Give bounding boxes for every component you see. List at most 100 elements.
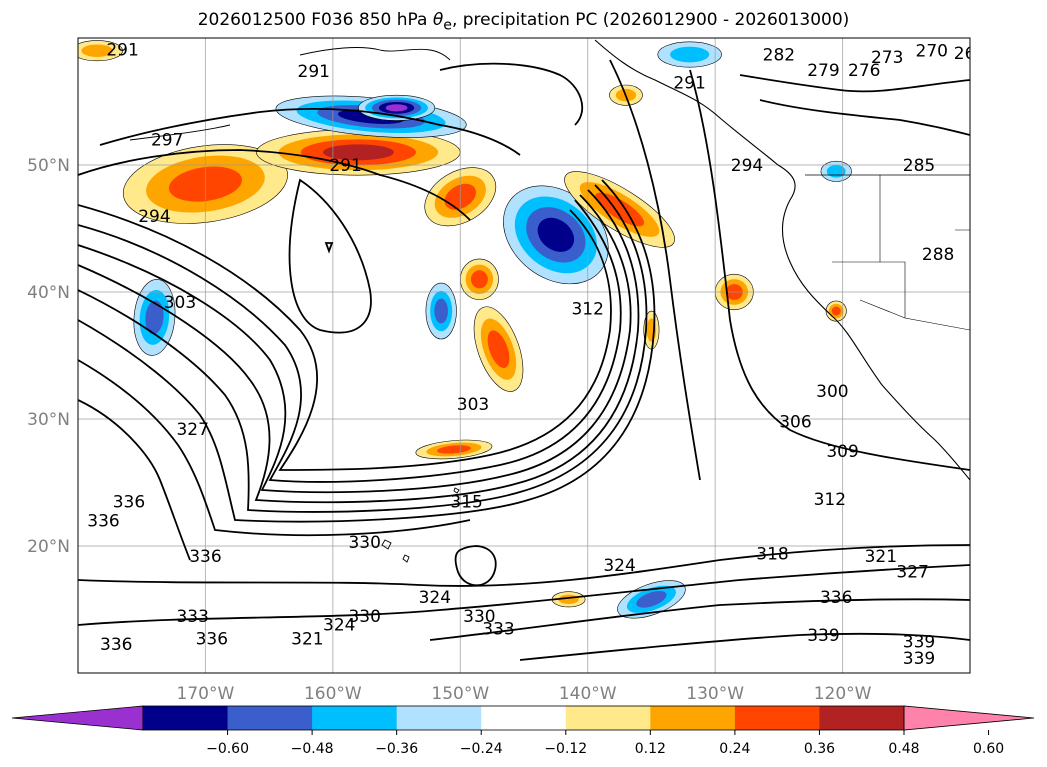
contour-line <box>78 149 471 221</box>
contour-label: 294 <box>731 156 763 176</box>
contour-label: 291 <box>673 73 705 93</box>
colorbar-tick-label: 0.12 <box>635 741 666 757</box>
colorbar-segment <box>312 706 398 730</box>
colorbar-frame <box>142 705 905 731</box>
precip-anomaly-blob <box>657 41 722 68</box>
contour-line <box>99 107 521 156</box>
contour-label: 273 <box>871 48 903 68</box>
contour-label: 327 <box>176 420 208 440</box>
contour-line <box>78 179 656 523</box>
state-borders <box>832 175 970 331</box>
colorbar-tick-label: −0.12 <box>544 741 587 757</box>
contour-label: 267 <box>954 44 986 64</box>
contour-label: 276 <box>848 61 880 81</box>
theta-e-contours <box>78 59 970 661</box>
contour-label: 327 <box>896 562 928 582</box>
contour-label: 336 <box>113 493 145 513</box>
contour-line <box>429 598 970 641</box>
precip-band <box>81 44 113 57</box>
hawaii-island-outline <box>381 487 460 563</box>
contour-line <box>78 544 970 587</box>
contour-label: 303 <box>164 293 196 313</box>
colorbar-extend-low <box>11 705 144 731</box>
contour-label: 270 <box>916 42 948 62</box>
precip-anomaly-blob <box>133 279 176 356</box>
precip-anomaly-blob <box>825 300 847 322</box>
precip-anomaly-blob <box>564 171 675 248</box>
colorbar-tick-label: −0.24 <box>460 741 503 757</box>
contour-label: 339 <box>903 649 935 669</box>
contour-label: 324 <box>419 588 451 608</box>
precip-anomaly-blob <box>551 591 586 608</box>
contour-label: 330 <box>348 533 380 553</box>
contour-label: 291 <box>329 156 361 176</box>
contour-label: 291 <box>298 62 330 82</box>
contour-label: 294 <box>138 207 170 227</box>
contour-label: 315 <box>450 493 482 513</box>
contour-label: 321 <box>865 547 897 567</box>
colorbar-segment <box>650 706 736 730</box>
contour-label: 312 <box>571 300 603 320</box>
colorbar-segment <box>481 706 567 730</box>
contour-label: 336 <box>189 547 221 567</box>
precip-band <box>385 104 408 112</box>
contour-label: 282 <box>763 46 795 66</box>
precip-band <box>322 144 394 161</box>
contour-line <box>759 99 970 136</box>
contour-label: 291 <box>106 40 138 60</box>
colorbar-tick-label: −0.48 <box>291 741 334 757</box>
colorbar: −0.60 −0.48 −0.36 −0.24 −0.12 0.12 0.24 0.36 0.4… <box>11 705 1035 757</box>
colorbar-tick-label: −0.60 <box>206 741 249 757</box>
colorbar-tick-label: 0.24 <box>719 741 750 757</box>
colorbar-tick-label: 0.36 <box>804 741 835 757</box>
contour-line <box>739 74 970 93</box>
contour-label: 336 <box>87 512 119 532</box>
precip-band <box>537 217 575 252</box>
contour-label: 336 <box>100 635 132 655</box>
precip-anomaly-blob <box>425 282 457 340</box>
contour-label: 330 <box>348 607 380 627</box>
precip-band <box>436 445 471 454</box>
contour-line <box>78 564 970 626</box>
contour-label: 297 <box>151 131 183 151</box>
lat-tick-label: 30°N <box>27 410 70 430</box>
contour-line <box>324 242 334 254</box>
contour-line <box>454 545 497 587</box>
lon-tick-label: 130°W <box>686 684 744 704</box>
precip-anomaly-blob <box>78 40 123 62</box>
colorbar-segment <box>143 706 229 730</box>
lat-tick-label: 50°N <box>27 156 70 176</box>
contour-line <box>78 399 191 561</box>
lat-tick-label: 20°N <box>27 537 70 557</box>
contour-line <box>78 199 622 483</box>
contour-label: 288 <box>922 245 954 265</box>
lon-tick-label: 150°W <box>431 684 489 704</box>
lon-tick-label: 160°W <box>304 684 362 704</box>
colorbar-segment <box>396 706 482 730</box>
coastline-outline <box>129 39 970 563</box>
contour-label: 339 <box>903 632 935 652</box>
contour-label: 303 <box>457 395 489 415</box>
contour-label: 306 <box>779 413 811 433</box>
colorbar-segment <box>734 706 820 730</box>
precip-band <box>595 192 645 227</box>
contour-label: 339 <box>807 626 839 646</box>
contour-label: 333 <box>176 607 208 627</box>
contour-line <box>439 62 584 126</box>
precip-anomaly-blob <box>415 439 493 460</box>
colorbar-tick-label: 0.48 <box>888 741 919 757</box>
precip-band <box>470 270 488 289</box>
precip-anomaly-blob <box>503 185 609 285</box>
precip-band <box>487 330 510 368</box>
precip-anomaly-blob <box>459 258 499 300</box>
plot-background <box>78 38 970 673</box>
alaska-island-outline <box>129 47 451 141</box>
precip-band <box>145 300 164 335</box>
colorbar-extend-high <box>903 705 1035 731</box>
contour-label: 312 <box>814 490 846 510</box>
precip-anomaly-blob <box>617 580 686 619</box>
colorbar-tick-label: 0.60 <box>973 741 1004 757</box>
colorbar-segment <box>819 706 905 730</box>
precipitation-anomaly-fills <box>78 40 852 619</box>
